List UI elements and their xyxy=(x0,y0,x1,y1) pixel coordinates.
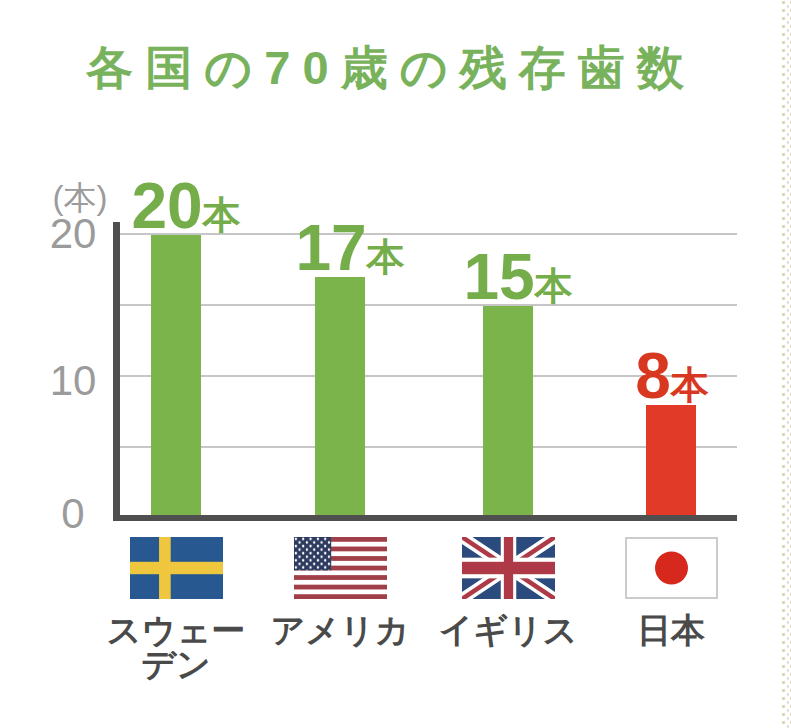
bar-sweden xyxy=(151,235,201,518)
x-axis-line xyxy=(113,515,737,521)
bar-group-usa: 17本 xyxy=(250,223,430,518)
bar-chart-page: 各国の70歳の残存歯数 (本) 20 10 0 20本 17本 15本 8本 xyxy=(0,0,791,728)
right-edge-dotted-texture xyxy=(781,0,791,728)
category-label-japan: 日本 xyxy=(586,613,756,647)
bar-value-label: 15本 xyxy=(463,252,572,319)
bar-japan xyxy=(646,405,696,518)
flag-sweden xyxy=(130,537,223,599)
bar-value-label: 8本 xyxy=(635,351,709,418)
chart-title: 各国の70歳の残存歯数 xyxy=(0,37,782,100)
bar-uk xyxy=(483,306,533,518)
flag-usa xyxy=(294,537,387,599)
flag-uk xyxy=(462,537,555,599)
category-label-uk: イギリス xyxy=(423,613,593,647)
bar-usa xyxy=(315,277,365,518)
bar-group-japan: 8本 xyxy=(581,351,761,518)
category-label-sweden: スウェー デン xyxy=(91,613,261,681)
category-label-usa: アメリカ xyxy=(255,613,425,647)
bar-value-label: 17本 xyxy=(295,223,404,290)
flag-japan xyxy=(625,537,718,599)
y-axis-line xyxy=(113,222,120,521)
bar-group-uk: 15本 xyxy=(418,252,598,518)
bar-value-label: 20本 xyxy=(131,181,240,248)
